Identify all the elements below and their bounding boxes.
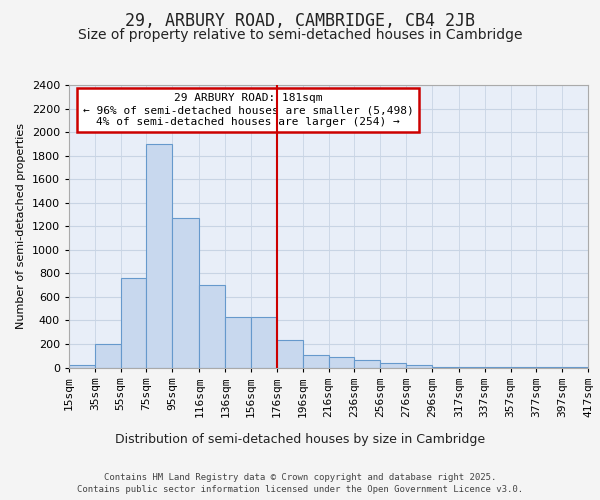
Bar [95, 344, 121, 368]
Bar [406, 364, 432, 368]
Text: Distribution of semi-detached houses by size in Cambridge: Distribution of semi-detached houses by … [115, 432, 485, 446]
Bar [329, 357, 355, 368]
Bar [302, 354, 329, 368]
Text: Contains HM Land Registry data © Crown copyright and database right 2025.
Contai: Contains HM Land Registry data © Crown c… [77, 472, 523, 494]
Bar [277, 340, 302, 367]
Bar [485, 367, 511, 368]
Bar [459, 367, 485, 368]
Bar [432, 367, 459, 368]
Y-axis label: Number of semi-detached properties: Number of semi-detached properties [16, 123, 26, 329]
Text: 29, ARBURY ROAD, CAMBRIDGE, CB4 2JB: 29, ARBURY ROAD, CAMBRIDGE, CB4 2JB [125, 12, 475, 30]
Bar [536, 367, 562, 368]
Bar [511, 367, 536, 368]
Bar [380, 363, 406, 368]
Bar [225, 317, 251, 368]
Bar [146, 144, 172, 368]
Text: Size of property relative to semi-detached houses in Cambridge: Size of property relative to semi-detach… [78, 28, 522, 42]
Bar [355, 360, 380, 368]
Bar [172, 218, 199, 368]
Bar [199, 285, 225, 368]
Bar [251, 317, 277, 368]
Bar [121, 278, 146, 368]
Text: 29 ARBURY ROAD: 181sqm
← 96% of semi-detached houses are smaller (5,498)
4% of s: 29 ARBURY ROAD: 181sqm ← 96% of semi-det… [83, 94, 413, 126]
Bar [69, 364, 95, 368]
